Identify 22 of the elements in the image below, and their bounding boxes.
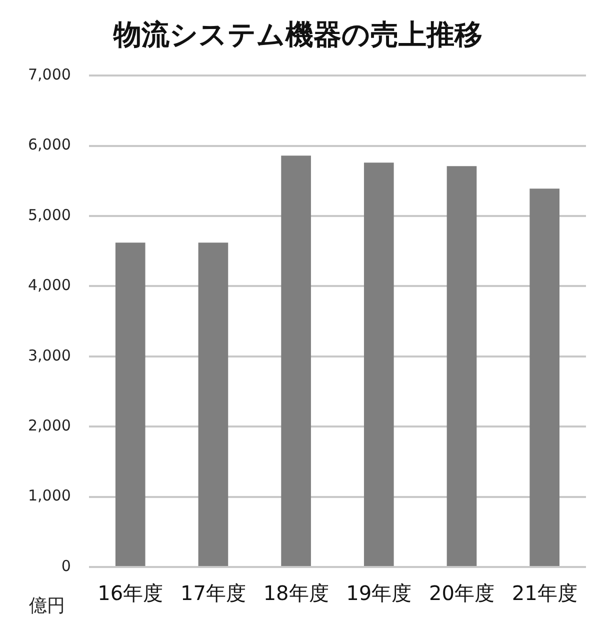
y-axis-title: 億円 xyxy=(29,596,65,617)
bar xyxy=(446,166,477,566)
y-tick-label: 0 xyxy=(61,556,71,575)
bar xyxy=(198,242,228,566)
x-tick-label: 16年度 xyxy=(98,581,164,606)
x-tick-label: 19年度 xyxy=(346,581,412,606)
x-tick-label: 18年度 xyxy=(263,581,329,606)
y-tick-label: 5,000 xyxy=(28,206,71,224)
y-tick-label: 7,000 xyxy=(28,65,71,84)
y-tick-label: 1,000 xyxy=(28,486,71,505)
y-tick-label: 3,000 xyxy=(28,346,71,364)
bar xyxy=(530,188,560,566)
bar xyxy=(115,242,146,566)
bar xyxy=(281,156,311,566)
y-tick-label: 2,000 xyxy=(28,416,71,434)
bar xyxy=(364,162,394,566)
x-tick-label: 20年度 xyxy=(429,581,494,606)
x-tick-label: 21年度 xyxy=(512,581,578,606)
chart-title: 物流システム機器の売上推移 xyxy=(112,18,482,52)
y-tick-label: 6,000 xyxy=(28,136,71,154)
x-tick-label: 17年度 xyxy=(180,581,246,606)
y-tick-label: 4,000 xyxy=(28,276,71,294)
